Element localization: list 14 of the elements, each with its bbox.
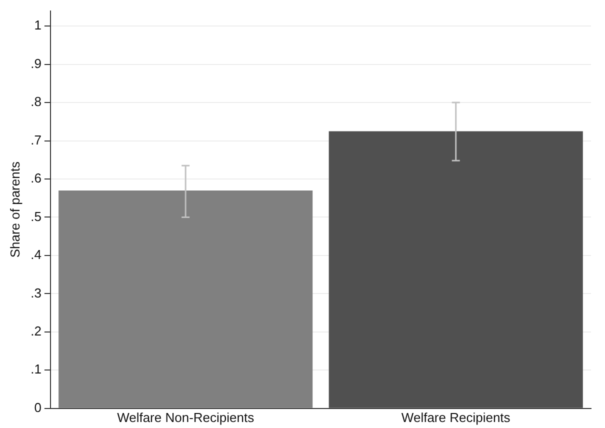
y-tick-label: 0 [34, 400, 42, 415]
y-tick-label: .7 [30, 132, 42, 148]
y-tick-label: .2 [30, 324, 42, 339]
y-tick-label: .4 [30, 247, 42, 262]
y-tick-label: .9 [30, 56, 42, 71]
y-tick-label: .8 [30, 94, 42, 110]
x-tick-label: Welfare Non-Recipients [117, 410, 255, 425]
y-tick-label: .1 [30, 362, 42, 377]
y-tick-label: .5 [30, 208, 42, 224]
y-tick-label: 1 [34, 18, 42, 33]
y-axis-title: Share of parents [7, 161, 22, 258]
y-tick-label: .6 [30, 170, 42, 186]
y-tick-label: .3 [30, 285, 42, 300]
x-tick-label: Welfare Recipients [401, 410, 511, 425]
